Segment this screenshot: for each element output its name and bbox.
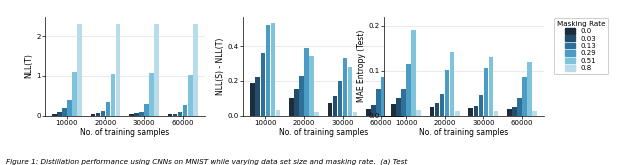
Bar — [168, 114, 172, 115]
Bar — [512, 107, 516, 116]
Bar — [445, 70, 449, 116]
Bar — [479, 95, 483, 116]
Bar — [304, 48, 308, 116]
Bar — [406, 64, 411, 116]
Bar — [333, 96, 337, 116]
Bar — [532, 111, 537, 115]
Bar — [294, 89, 299, 116]
Bar — [111, 74, 115, 116]
Bar — [289, 98, 294, 116]
Bar — [517, 98, 522, 115]
Bar — [154, 24, 159, 115]
Bar — [391, 104, 396, 116]
Bar — [266, 25, 270, 116]
Bar — [440, 94, 444, 116]
Bar — [474, 106, 478, 116]
Bar — [276, 110, 280, 116]
X-axis label: No. of training samples: No. of training samples — [419, 128, 509, 137]
Bar — [145, 104, 149, 116]
Bar — [67, 100, 72, 116]
Y-axis label: MAE Entropy (Test): MAE Entropy (Test) — [357, 30, 366, 102]
Bar — [348, 67, 352, 116]
X-axis label: No. of training samples: No. of training samples — [80, 128, 170, 137]
Bar — [366, 109, 371, 116]
X-axis label: No. of training samples: No. of training samples — [278, 128, 368, 137]
Bar — [260, 53, 265, 116]
Bar — [309, 56, 314, 116]
Bar — [507, 109, 511, 115]
Bar — [96, 113, 100, 115]
Bar — [173, 114, 177, 116]
Bar — [401, 89, 406, 116]
Bar — [134, 113, 139, 116]
Bar — [493, 111, 498, 115]
Bar — [417, 110, 421, 116]
Bar — [193, 24, 198, 115]
Bar — [328, 103, 332, 116]
Bar — [116, 24, 120, 115]
Bar — [52, 114, 56, 116]
Bar — [77, 24, 82, 115]
Bar — [178, 112, 182, 115]
Bar — [371, 105, 376, 116]
Y-axis label: NLL(S) - NLL(T): NLL(S) - NLL(T) — [216, 37, 225, 95]
Bar — [387, 82, 391, 116]
Bar — [100, 111, 105, 115]
Bar — [250, 82, 255, 116]
Bar — [412, 30, 416, 116]
Bar — [484, 68, 488, 116]
Text: Figure 1: Distillation performance using CNNs on MNIST while varying data set si: Figure 1: Distillation performance using… — [6, 158, 408, 165]
Bar — [338, 81, 342, 116]
Bar — [299, 76, 303, 116]
Bar — [353, 112, 357, 116]
Bar — [106, 102, 110, 116]
Bar — [343, 58, 348, 116]
Bar — [527, 62, 532, 116]
Bar — [149, 73, 154, 116]
Bar — [392, 112, 396, 116]
Bar — [57, 112, 61, 116]
Bar — [435, 103, 440, 115]
Bar — [396, 98, 401, 116]
Bar — [468, 108, 473, 116]
Bar — [455, 111, 460, 115]
Bar — [72, 72, 77, 116]
Bar — [488, 57, 493, 116]
Bar — [91, 114, 95, 116]
Bar — [430, 107, 435, 116]
Bar — [255, 77, 260, 115]
Bar — [183, 105, 188, 115]
Bar — [271, 23, 275, 115]
Bar — [140, 112, 144, 115]
Bar — [62, 108, 67, 115]
Bar — [381, 77, 386, 115]
Bar — [188, 75, 193, 116]
Legend: 0.0, 0.03, 0.13, 0.29, 0.51, 0.8: 0.0, 0.03, 0.13, 0.29, 0.51, 0.8 — [554, 18, 608, 74]
Y-axis label: NLL(T): NLL(T) — [24, 54, 33, 78]
Bar — [376, 89, 381, 116]
Bar — [314, 112, 319, 116]
Bar — [450, 52, 454, 116]
Bar — [522, 77, 527, 115]
Bar — [129, 114, 134, 115]
